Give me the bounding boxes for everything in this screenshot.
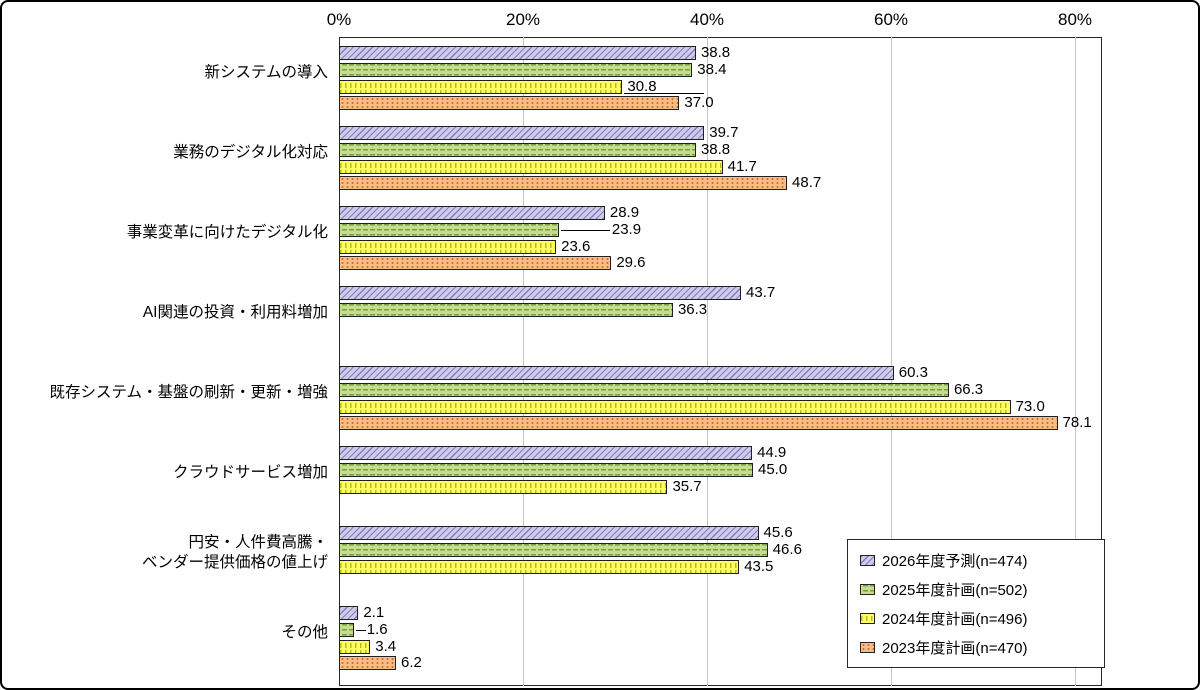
value-label: 41.7	[727, 157, 757, 175]
value-label: 3.4	[375, 637, 397, 655]
bar-series4-cat1	[339, 96, 680, 111]
category-label: AI関連の投資・利用料増加	[142, 303, 328, 321]
legend-label: 2026年度予測(n=474)	[882, 553, 1028, 570]
category-label: 既存システム・基盤の刷新・更新・増強	[49, 383, 328, 401]
value-label: 35.7	[672, 477, 702, 495]
value-label: 48.7	[792, 174, 822, 192]
value-label: 45.0	[758, 460, 788, 478]
bar-series3-cat1	[339, 79, 623, 94]
value-label: 29.6	[616, 254, 646, 272]
bar-series2-cat7	[339, 542, 768, 557]
bar-series2-cat2	[339, 142, 696, 157]
legend-item: 2024年度計画(n=496)	[860, 604, 1104, 633]
bar-series4-cat8	[339, 656, 397, 671]
bar-series3-cat3	[339, 239, 557, 254]
x-axis-tick-label: 40%	[689, 10, 725, 29]
bar-series1-cat6	[339, 446, 753, 460]
value-label: 39.7	[709, 124, 739, 141]
category-label: その他	[281, 623, 328, 641]
bar-series3-cat5	[339, 399, 1011, 414]
bar-series2-cat6	[339, 462, 753, 477]
value-label: 45.6	[763, 524, 793, 541]
legend-swatch-icon	[860, 613, 875, 624]
value-label: 30.8	[627, 77, 657, 95]
legend-swatch-icon	[860, 642, 875, 653]
category-label: 円安・人件費高騰・ ベンダー提供価格の値上げ	[141, 533, 328, 571]
bar-series4-cat3	[339, 256, 612, 271]
bar-series3-cat8	[339, 639, 371, 654]
bar-series2-cat3	[339, 222, 559, 237]
bar-series1-cat5	[339, 366, 894, 380]
bar-series4-cat5	[339, 416, 1058, 431]
x-axis-tick-label: 20%	[505, 10, 541, 29]
value-label: 60.3	[898, 364, 928, 381]
x-axis-tick-label: 60%	[873, 10, 909, 29]
plot-area	[339, 37, 1102, 686]
value-label: 2.1	[363, 604, 385, 621]
category-label: 新システムの導入	[204, 63, 328, 81]
category-label: 事業変革に向けたデジタル化	[126, 223, 328, 241]
legend-label: 2024年度計画(n=496)	[882, 611, 1028, 628]
value-label: 1.6	[366, 620, 388, 638]
value-label: 73.0	[1015, 397, 1045, 415]
value-label: 36.3	[677, 300, 708, 318]
value-label: 6.2	[401, 654, 422, 672]
bar-series1-cat4	[339, 286, 742, 300]
x-axis-tick-label: 0%	[326, 10, 352, 29]
bar-series2-cat5	[339, 382, 949, 397]
value-label: 38.8	[700, 44, 731, 61]
value-label: 66.3	[953, 380, 984, 398]
value-label: 44.9	[757, 444, 787, 461]
value-label-leader-line	[355, 629, 366, 631]
legend-item: 2025年度計画(n=502)	[860, 575, 1104, 604]
value-label-leader-line	[624, 92, 705, 94]
legend: 2026年度予測(n=474) 2025年度計画(n=502) 2024年度計画(n…	[847, 539, 1105, 668]
gridline	[891, 37, 892, 686]
legend-label: 2023年度計画(n=470)	[882, 640, 1028, 657]
bar-series4-cat2	[339, 176, 788, 191]
legend-label: 2025年度計画(n=502)	[882, 582, 1028, 599]
bar-series1-cat2	[339, 126, 705, 140]
value-label: 28.9	[609, 204, 640, 221]
value-label-leader-line	[560, 229, 610, 231]
value-label: 43.5	[744, 557, 774, 575]
bar-series3-cat2	[339, 159, 723, 174]
legend-swatch-icon	[860, 555, 875, 566]
category-label: 業務のデジタル化対応	[173, 143, 328, 161]
value-label: 38.4	[697, 60, 727, 78]
legend-item: 2023年度計画(n=470)	[860, 633, 1104, 662]
x-axis-tick-label: 80%	[1057, 10, 1093, 29]
value-label: 37.0	[684, 94, 714, 112]
value-label: 46.6	[772, 540, 802, 558]
gridline	[1075, 37, 1076, 686]
bar-series1-cat1	[339, 46, 696, 60]
gridline	[523, 37, 524, 686]
bar-series1-cat8	[339, 606, 359, 620]
legend-swatch-icon	[860, 584, 875, 595]
bar-series1-cat7	[339, 526, 759, 540]
legend-item: 2026年度予測(n=474)	[860, 546, 1104, 575]
value-label: 43.7	[746, 284, 776, 301]
category-label: クラウドサービス増加	[172, 463, 328, 481]
bar-series2-cat1	[339, 62, 693, 77]
value-label: 78.1	[1062, 414, 1092, 432]
value-label: 38.8	[700, 140, 731, 158]
gridline	[707, 37, 708, 686]
bar-series2-cat4	[339, 302, 673, 317]
bar-series2-cat8	[339, 622, 354, 637]
bar-series3-cat6	[339, 479, 668, 494]
bar-series3-cat7	[339, 559, 740, 574]
bar-series1-cat3	[339, 206, 605, 220]
value-label: 23.9	[611, 220, 642, 238]
value-label: 23.6	[561, 237, 591, 255]
